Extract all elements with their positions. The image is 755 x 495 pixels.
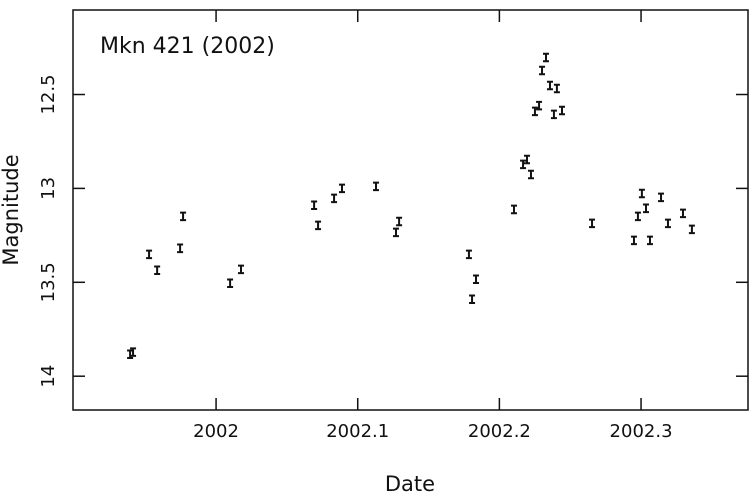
error-bar-point	[469, 294, 476, 304]
error-bar-point	[550, 109, 557, 120]
y-axis-label: Magnitude	[0, 154, 23, 265]
error-bar-point	[531, 106, 538, 117]
x-axis-label: Date	[385, 472, 435, 495]
y-tick-label: 13.5	[38, 262, 59, 302]
error-bar-point	[227, 278, 234, 288]
error-bar-point	[177, 243, 184, 254]
error-bar-point	[688, 224, 695, 235]
error-bar-point	[180, 211, 187, 222]
y-tick-label: 14	[38, 365, 59, 388]
plot-frame	[72, 9, 749, 411]
error-bar-point	[634, 211, 641, 222]
error-bar-point	[311, 200, 318, 211]
x-tick-label: 2002.2	[468, 421, 531, 442]
x-tick-label: 2002	[193, 421, 239, 442]
error-bar-point	[536, 100, 543, 111]
error-bar-point	[238, 264, 245, 275]
error-bar-point	[643, 203, 650, 214]
error-bar-point	[630, 235, 637, 246]
error-bar-point	[339, 183, 346, 194]
error-bar-point	[559, 105, 566, 116]
error-bar-point	[520, 159, 527, 170]
error-bar-point	[315, 220, 322, 231]
error-bar-point	[553, 83, 560, 94]
error-bar-point	[646, 235, 653, 246]
error-bar-point	[539, 65, 546, 76]
chart-title: Mkn 421 (2002)	[100, 34, 275, 59]
error-bar-point	[373, 181, 380, 192]
error-bar-point	[154, 265, 161, 276]
y-tick-label: 12.5	[38, 74, 59, 114]
error-bar-point	[664, 218, 671, 229]
x-tick-label: 2002.1	[326, 421, 389, 442]
error-bar-point	[473, 274, 480, 285]
error-bar-point	[130, 347, 137, 357]
error-bar-point	[524, 154, 531, 165]
x-tick-label: 2002.3	[610, 421, 673, 442]
error-bar-point	[542, 52, 549, 63]
error-bar-point	[679, 208, 686, 219]
error-bar-point	[638, 188, 645, 199]
error-bar-point	[396, 216, 403, 227]
error-bar-point	[589, 218, 596, 229]
error-bar-point	[392, 227, 399, 238]
error-bar-point	[658, 192, 665, 203]
error-bar-point	[331, 193, 338, 204]
error-bar-point	[510, 204, 517, 215]
error-bar-point	[146, 249, 153, 260]
error-bar-point	[546, 80, 553, 91]
y-tick-label: 13	[38, 177, 59, 200]
error-bar-point	[527, 169, 534, 180]
error-bar-point	[465, 249, 472, 260]
